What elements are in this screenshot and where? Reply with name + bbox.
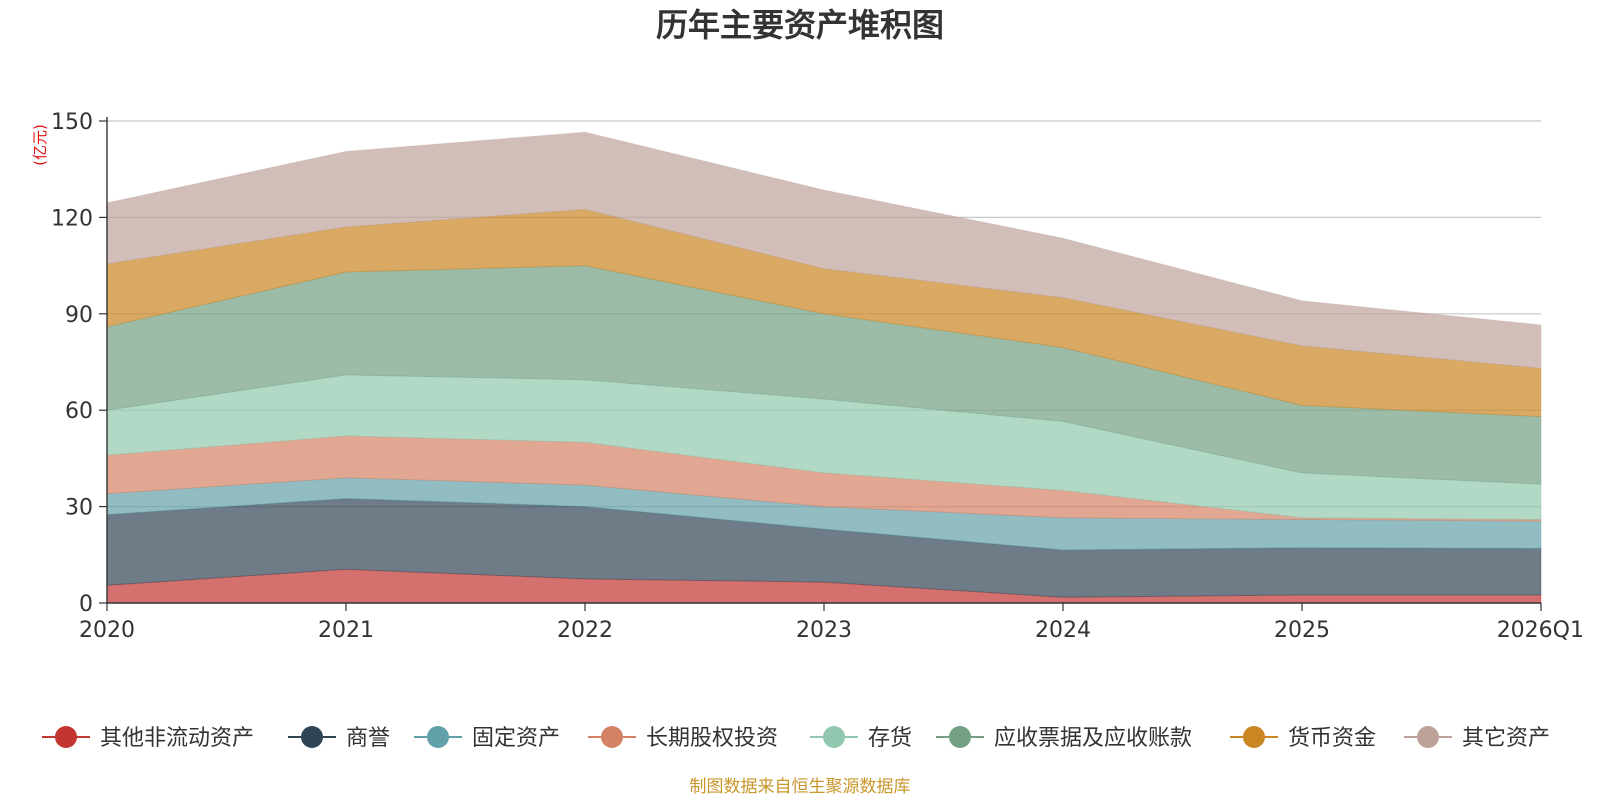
legend-marker: [1243, 726, 1265, 748]
x-tick-label: 2020: [79, 618, 135, 643]
y-axis-label: (亿元): [31, 124, 49, 166]
legend-label: 长期股权投资: [646, 726, 778, 751]
legend-label: 固定资产: [472, 726, 560, 751]
x-tick-label: 2021: [318, 618, 374, 643]
y-tick-label: 60: [65, 399, 93, 424]
legend-label: 其它资产: [1462, 726, 1550, 751]
series-area: [106, 131, 1542, 369]
legend: 其他非流动资产 商誉 固定资产 长期股权投资 存货 应收票据及应收账款 货币资金 其它资产: [42, 726, 1550, 751]
legend-label: 商誉: [346, 726, 390, 751]
x-tick-label: 2026Q1: [1497, 618, 1584, 643]
legend-label: 货币资金: [1288, 726, 1376, 751]
legend-item[interactable]: 存货: [810, 726, 912, 751]
legend-marker: [427, 726, 449, 748]
x-tick-label: 2022: [557, 618, 613, 643]
legend-label: 存货: [868, 726, 912, 751]
data-source-note: 制图数据来自恒生聚源数据库: [690, 777, 911, 797]
y-tick-label: 0: [79, 592, 93, 617]
legend-marker: [823, 726, 845, 748]
legend-marker: [55, 726, 77, 748]
series-area: [106, 435, 1542, 522]
x-tick-label: 2025: [1274, 618, 1330, 643]
legend-marker: [949, 726, 971, 748]
legend-item[interactable]: 货币资金: [1230, 726, 1376, 751]
legend-label: 其他非流动资产: [100, 726, 254, 751]
legend-item[interactable]: 其他非流动资产: [42, 726, 254, 751]
legend-item[interactable]: 固定资产: [414, 726, 560, 751]
legend-item[interactable]: 长期股权投资: [588, 726, 778, 751]
legend-marker: [301, 726, 323, 748]
legend-marker: [601, 726, 623, 748]
legend-marker: [1417, 726, 1439, 748]
y-tick-label: 120: [51, 206, 93, 231]
legend-item[interactable]: 其它资产: [1404, 726, 1550, 751]
y-tick-label: 90: [65, 303, 93, 328]
x-tick-label: 2023: [796, 618, 852, 643]
legend-item[interactable]: 应收票据及应收账款: [936, 726, 1192, 751]
x-tick-label: 2024: [1035, 618, 1091, 643]
legend-item[interactable]: 商誉: [288, 726, 390, 751]
y-tick-label: 30: [65, 496, 93, 521]
legend-label: 应收票据及应收账款: [994, 726, 1192, 751]
chart-title: 历年主要资产堆积图: [656, 6, 944, 44]
y-tick-label: 150: [51, 110, 93, 135]
axes: 0 30 60 90 120 150 2020 2021 2022 2023 2024 2025 202…: [51, 110, 1584, 643]
series-areas: [106, 131, 1542, 604]
